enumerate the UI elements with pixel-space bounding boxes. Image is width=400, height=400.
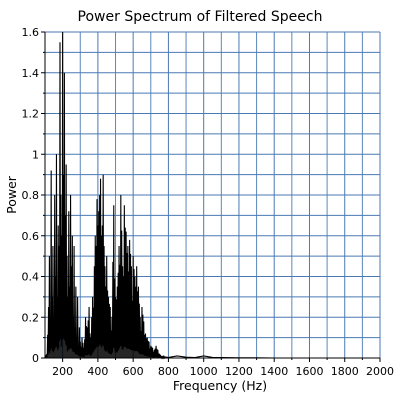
- x-tick-label: 1400: [260, 365, 288, 378]
- y-tick-label: 1.6: [22, 26, 40, 39]
- tick-labels: 0 0.2 0.4 0.6 0.8 1 1.2 1.4 1.6 200 400 600 800 1000 1…: [22, 26, 395, 378]
- y-tick-label: 0.6: [22, 230, 40, 243]
- plot-area: [44, 31, 380, 360]
- y-axis-title: Power: [4, 175, 19, 214]
- y-tick-label: 1.2: [22, 108, 40, 121]
- x-tick-label: 1800: [331, 365, 359, 378]
- x-tick-label: 200: [52, 365, 73, 378]
- y-tick-label: 0.4: [22, 271, 40, 284]
- spectrum-series-line: [44, 31, 380, 360]
- spectrum-series-fill: [45, 243, 165, 358]
- x-tick-label: 600: [123, 365, 144, 378]
- x-tick-label: 1000: [190, 365, 218, 378]
- x-tick-label: 400: [87, 365, 108, 378]
- x-tick-label: 2000: [366, 365, 394, 378]
- y-tick-label: 0.2: [22, 311, 40, 324]
- x-axis-title: Frequency (Hz): [173, 378, 267, 393]
- y-tick-label: 1.4: [22, 67, 40, 80]
- chart-title: Power Spectrum of Filtered Speech: [78, 9, 323, 25]
- y-tick-label: 1: [32, 148, 39, 161]
- x-tick-label: 800: [158, 365, 179, 378]
- grid-lines: [45, 31, 381, 358]
- x-tick-label: 1200: [225, 365, 253, 378]
- x-tick-label: 1600: [295, 365, 323, 378]
- y-tick-label: 0: [32, 352, 39, 365]
- y-tick-label: 0.8: [22, 189, 40, 202]
- axes: [41, 31, 381, 362]
